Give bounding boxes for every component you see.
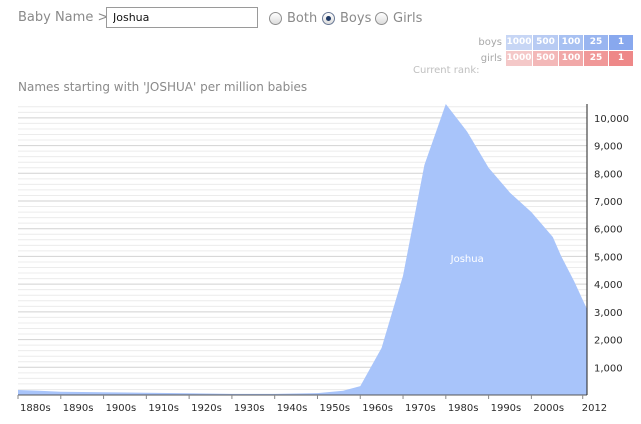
rank-cell-boys-25[interactable]: 25 xyxy=(584,35,608,50)
rank-row-boys: boys 1000 500 100 25 1 xyxy=(472,35,634,50)
series-label: Joshua xyxy=(450,254,484,265)
x-tick-label: 1960s xyxy=(362,403,393,414)
y-tick-label: 4,000 xyxy=(594,280,623,291)
rank-cell-boys-500[interactable]: 500 xyxy=(533,35,558,50)
rank-row-boys-label: boys xyxy=(478,37,502,48)
option-both[interactable]: Both xyxy=(269,10,317,26)
option-girls[interactable]: Girls xyxy=(375,10,422,26)
rank-row-girls-label: girls xyxy=(480,53,502,64)
x-tick-label: 1920s xyxy=(191,403,222,414)
y-tick-label: 10,000 xyxy=(594,114,629,125)
x-tick-label: 1980s xyxy=(448,403,479,414)
x-tick-label: 1940s xyxy=(277,403,308,414)
y-tick-label: 8,000 xyxy=(594,169,623,180)
x-tick-label: 1890s xyxy=(63,403,94,414)
y-tick-label: 2,000 xyxy=(594,336,623,347)
rank-cell-boys-1000[interactable]: 1000 xyxy=(506,35,532,50)
y-tick-label: 3,000 xyxy=(594,308,623,319)
radio-both-icon[interactable] xyxy=(269,11,282,25)
rank-cell-girls-100[interactable]: 100 xyxy=(559,51,583,66)
radio-boys-icon[interactable] xyxy=(322,11,335,25)
x-tick-label: 1990s xyxy=(491,403,522,414)
x-tick-label: 1950s xyxy=(319,403,350,414)
rank-cell-girls-1[interactable]: 1 xyxy=(609,51,633,66)
x-tick-label: 1910s xyxy=(148,403,179,414)
rank-cell-boys-100[interactable]: 100 xyxy=(559,35,583,50)
y-tick-label: 6,000 xyxy=(594,225,623,236)
x-tick-label: 1880s xyxy=(20,403,51,414)
y-tick-label: 9,000 xyxy=(594,142,623,153)
rank-legend: boys 1000 500 100 25 1 girls 1000 500 10… xyxy=(472,35,634,66)
rank-cell-boys-1[interactable]: 1 xyxy=(609,35,633,50)
area-series-joshua xyxy=(18,104,587,395)
x-tick-label: 2012 xyxy=(582,403,607,414)
option-boys-label: Boys xyxy=(340,10,372,26)
x-tick-label: 1970s xyxy=(405,403,436,414)
x-tick-label: 1930s xyxy=(234,403,265,414)
y-tick-label: 1,000 xyxy=(594,363,623,374)
y-tick-label: 5,000 xyxy=(594,252,623,263)
rank-cell-girls-500[interactable]: 500 xyxy=(533,51,558,66)
chart-title: Names starting with 'JOSHUA' per million… xyxy=(18,80,308,94)
baby-name-input[interactable] xyxy=(106,7,258,28)
radio-girls-icon[interactable] xyxy=(375,11,388,25)
baby-name-label: Baby Name > xyxy=(18,10,109,25)
x-tick-label: 1900s xyxy=(106,403,137,414)
y-tick-label: 7,000 xyxy=(594,197,623,208)
rank-row-girls: girls 1000 500 100 25 1 xyxy=(472,51,634,66)
option-both-label: Both xyxy=(287,10,318,26)
option-girls-label: Girls xyxy=(393,10,423,26)
rank-cell-girls-1000[interactable]: 1000 xyxy=(506,51,532,66)
rank-cell-girls-25[interactable]: 25 xyxy=(584,51,608,66)
x-tick-label: 2000s xyxy=(533,403,564,414)
current-rank-label: Current rank: xyxy=(413,65,480,76)
option-boys[interactable]: Boys xyxy=(322,10,371,26)
